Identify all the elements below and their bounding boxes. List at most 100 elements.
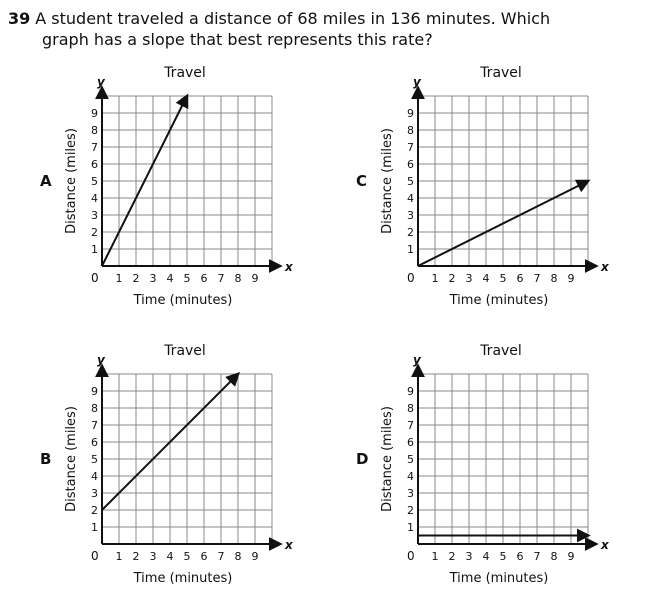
x-axis-label: Time (minutes): [133, 571, 233, 586]
y-tick-label: 6: [91, 158, 98, 171]
x-axis-letter: x: [600, 260, 610, 274]
y-axis-letter: y: [97, 75, 106, 89]
x-tick-label: 7: [218, 272, 225, 285]
x-tick-label: 8: [235, 550, 242, 563]
x-tick-label: 8: [235, 272, 242, 285]
grid: [102, 373, 273, 544]
x-tick-label: 5: [500, 550, 507, 563]
y-tick-label: 8: [407, 124, 414, 137]
x-tick-label: 2: [449, 550, 456, 563]
y-axis-label: Distance (miles): [64, 406, 79, 512]
y-tick-label: 2: [91, 504, 98, 517]
y-tick-label: 5: [407, 175, 414, 188]
x-tick-label: 9: [252, 272, 259, 285]
grid: [418, 95, 589, 266]
y-tick-label: 1: [91, 243, 98, 256]
y-tick-label: 5: [91, 453, 98, 466]
y-tick-label: 1: [407, 521, 414, 534]
chart-title: Travel: [479, 343, 522, 359]
y-tick-label: 8: [91, 124, 98, 137]
x-tick-label: 6: [201, 272, 208, 285]
x-tick-label: 6: [517, 550, 524, 563]
x-tick-label: 3: [466, 272, 473, 285]
y-tick-label: 7: [91, 141, 98, 154]
y-tick-label: 4: [407, 192, 414, 205]
chart-title: Travel: [163, 343, 206, 359]
series-line: [101, 372, 240, 511]
grid: [102, 95, 273, 266]
x-tick-label: 1: [116, 550, 123, 563]
x-axis-label: Time (minutes): [449, 571, 549, 586]
y-tick-label: 7: [407, 141, 414, 154]
y-axis-letter: y: [97, 353, 106, 367]
x-tick-label: 3: [150, 550, 157, 563]
x-axis-label: Time (minutes): [133, 293, 233, 308]
x-tick-label: 8: [551, 550, 558, 563]
y-tick-label: 1: [407, 243, 414, 256]
y-tick-label: 8: [407, 402, 414, 415]
chart-title: Travel: [163, 65, 206, 81]
y-tick-label: 6: [407, 158, 414, 171]
x-tick-label: 3: [466, 550, 473, 563]
y-tick-label: 4: [407, 470, 414, 483]
y-tick-label: 5: [407, 453, 414, 466]
question-text-line2: graph has a slope that best represents t…: [42, 30, 433, 49]
y-axis-letter: y: [413, 353, 422, 367]
y-tick-label: 4: [91, 192, 98, 205]
x-tick-label: 4: [483, 550, 490, 563]
option-letter: B: [40, 450, 51, 468]
origin-label: 0: [91, 549, 99, 563]
x-tick-label: 2: [133, 272, 140, 285]
y-tick-label: 9: [91, 385, 98, 398]
x-tick-label: 9: [568, 550, 575, 563]
origin-label: 0: [91, 271, 99, 285]
question-number: 39: [8, 9, 31, 28]
y-tick-label: 7: [91, 419, 98, 432]
grid: [418, 373, 589, 544]
x-tick-label: 5: [184, 550, 191, 563]
x-tick-label: 4: [483, 272, 490, 285]
origin-label: 0: [407, 549, 415, 563]
y-tick-label: 2: [407, 504, 414, 517]
y-tick-label: 8: [91, 402, 98, 415]
x-tick-label: 2: [449, 272, 456, 285]
x-tick-label: 6: [201, 550, 208, 563]
x-tick-label: 1: [432, 272, 439, 285]
x-tick-label: 8: [551, 272, 558, 285]
y-axis-label: Distance (miles): [380, 128, 395, 234]
x-tick-label: 6: [517, 272, 524, 285]
y-tick-label: 2: [91, 226, 98, 239]
y-tick-label: 6: [91, 436, 98, 449]
question-text-line1: A student traveled a distance of 68 mile…: [35, 9, 551, 28]
x-tick-label: 3: [150, 272, 157, 285]
y-axis-label: Distance (miles): [64, 128, 79, 234]
y-tick-label: 9: [91, 107, 98, 120]
y-tick-label: 3: [91, 209, 98, 222]
chart-title: Travel: [479, 65, 522, 81]
x-tick-label: 2: [133, 550, 140, 563]
option-letter: A: [40, 172, 52, 190]
x-tick-label: 7: [534, 272, 541, 285]
x-tick-label: 1: [116, 272, 123, 285]
x-tick-label: 5: [500, 272, 507, 285]
x-axis-label: Time (minutes): [449, 293, 549, 308]
y-tick-label: 7: [407, 419, 414, 432]
y-tick-label: 3: [91, 487, 98, 500]
y-tick-label: 3: [407, 487, 414, 500]
x-tick-label: 9: [568, 272, 575, 285]
y-axis-letter: y: [413, 75, 422, 89]
y-tick-label: 6: [407, 436, 414, 449]
option-letter: C: [356, 172, 367, 190]
y-tick-label: 5: [91, 175, 98, 188]
origin-label: 0: [407, 271, 415, 285]
y-tick-label: 4: [91, 470, 98, 483]
x-tick-label: 9: [252, 550, 259, 563]
